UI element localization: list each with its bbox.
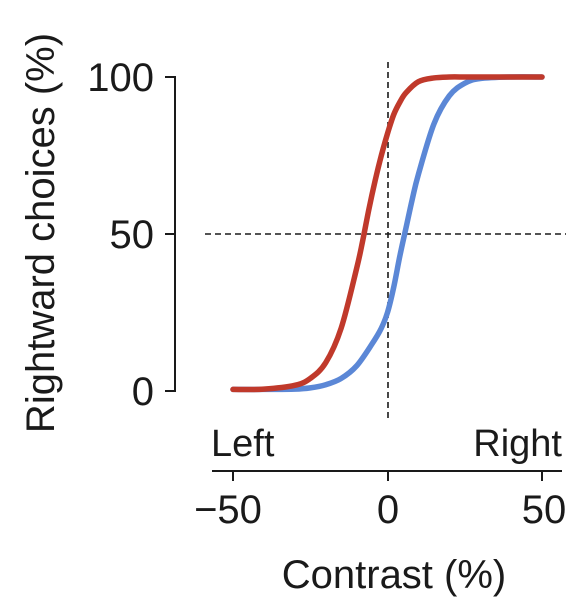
y-ticks: 0 50 100	[87, 56, 175, 414]
x-axis-title: Contrast (%)	[282, 553, 507, 597]
x-tick-label-0: 0	[377, 488, 399, 532]
x-tick-label-50: 50	[522, 488, 567, 532]
direction-label-right: Right	[473, 423, 562, 465]
series-line-blue	[230, 74, 545, 393]
y-tick-label-100: 100	[87, 56, 154, 100]
y-tick-label-50: 50	[110, 213, 155, 257]
direction-label-left: Left	[211, 423, 275, 465]
x-ticks: −50 0 50	[194, 471, 566, 532]
x-tick-label-neg50: −50	[194, 488, 262, 532]
series-line-red	[230, 74, 545, 393]
y-tick-label-0: 0	[132, 370, 154, 414]
y-axis-title: Rightward choices (%)	[19, 33, 63, 433]
